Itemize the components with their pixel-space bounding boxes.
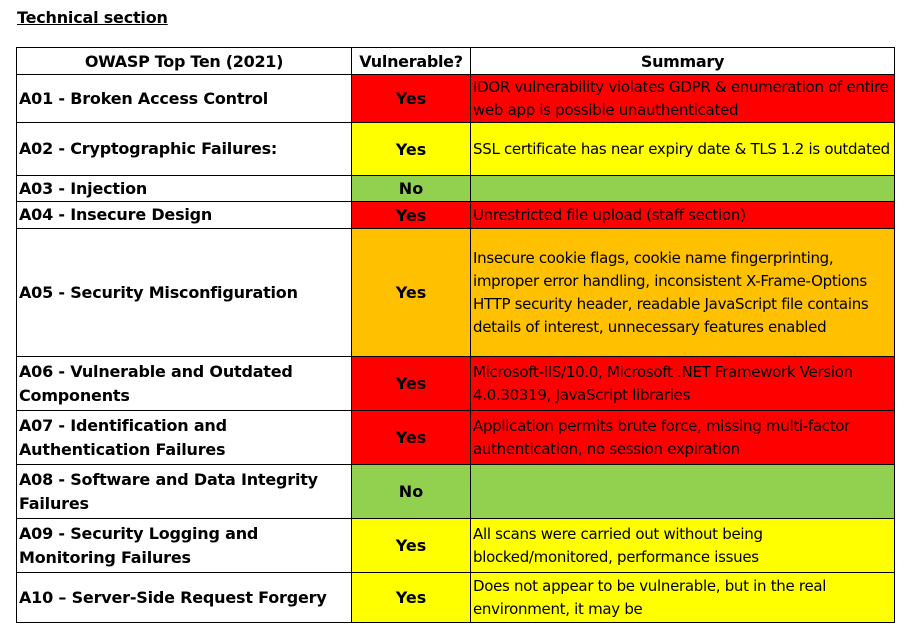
table-row: A02 - Cryptographic Failures: Yes SSL ce…	[16, 122, 895, 176]
header-summary: Summary	[470, 47, 895, 75]
vulnerable-cell: No	[351, 464, 471, 519]
category-cell: A06 - Vulnerable and Outdated Components	[16, 356, 352, 411]
category-cell: A05 - Security Misconfiguration	[16, 228, 352, 357]
table-row: A08 - Software and Data Integrity Failur…	[16, 464, 895, 519]
vulnerable-cell: Yes	[351, 572, 471, 623]
table-row: A03 - Injection No	[16, 175, 895, 202]
summary-cell: Application permits brute force, missing…	[470, 410, 895, 465]
table-row: A04 - Insecure Design Yes Unrestricted f…	[16, 201, 895, 229]
table-row: A01 - Broken Access Control Yes IDOR vul…	[16, 74, 895, 123]
vulnerable-cell: Yes	[351, 228, 471, 357]
category-cell: A04 - Insecure Design	[16, 201, 352, 229]
summary-cell: Unrestricted file upload (staff section)	[470, 201, 895, 229]
header-category: OWASP Top Ten (2021)	[16, 47, 352, 75]
vulnerable-cell: Yes	[351, 410, 471, 465]
table-row: A06 - Vulnerable and Outdated Components…	[16, 356, 895, 411]
table-row: A07 - Identification and Authentication …	[16, 410, 895, 465]
table-header-row: OWASP Top Ten (2021) Vulnerable? Summary	[16, 47, 895, 75]
summary-cell: Microsoft-IIS/10.0, Microsoft .NET Frame…	[470, 356, 895, 411]
summary-cell	[470, 464, 895, 519]
table-row: A09 - Security Logging and Monitoring Fa…	[16, 518, 895, 573]
owasp-table: OWASP Top Ten (2021) Vulnerable? Summary…	[16, 47, 895, 623]
category-cell: A07 - Identification and Authentication …	[16, 410, 352, 465]
category-cell: A03 - Injection	[16, 175, 352, 202]
header-vulnerable: Vulnerable?	[351, 47, 471, 75]
table-row: A05 - Security Misconfiguration Yes Inse…	[16, 228, 895, 357]
section-heading: Technical section	[17, 8, 168, 27]
category-cell: A01 - Broken Access Control	[16, 74, 352, 123]
category-cell: A10 – Server-Side Request Forgery	[16, 572, 352, 623]
summary-cell	[470, 175, 895, 202]
vulnerable-cell: Yes	[351, 356, 471, 411]
vulnerable-cell: Yes	[351, 74, 471, 123]
category-cell: A02 - Cryptographic Failures:	[16, 122, 352, 176]
category-cell: A08 - Software and Data Integrity Failur…	[16, 464, 352, 519]
summary-cell: IDOR vulnerability violates GDPR & enume…	[470, 74, 895, 123]
summary-cell: SSL certificate has near expiry date & T…	[470, 122, 895, 176]
vulnerable-cell: Yes	[351, 201, 471, 229]
category-cell: A09 - Security Logging and Monitoring Fa…	[16, 518, 352, 573]
vulnerable-cell: Yes	[351, 122, 471, 176]
summary-cell: All scans were carried out without being…	[470, 518, 895, 573]
summary-cell: Insecure cookie flags, cookie name finge…	[470, 228, 895, 357]
table-row: A10 – Server-Side Request Forgery Yes Do…	[16, 572, 895, 623]
vulnerable-cell: No	[351, 175, 471, 202]
summary-cell: Does not appear to be vulnerable, but in…	[470, 572, 895, 623]
vulnerable-cell: Yes	[351, 518, 471, 573]
